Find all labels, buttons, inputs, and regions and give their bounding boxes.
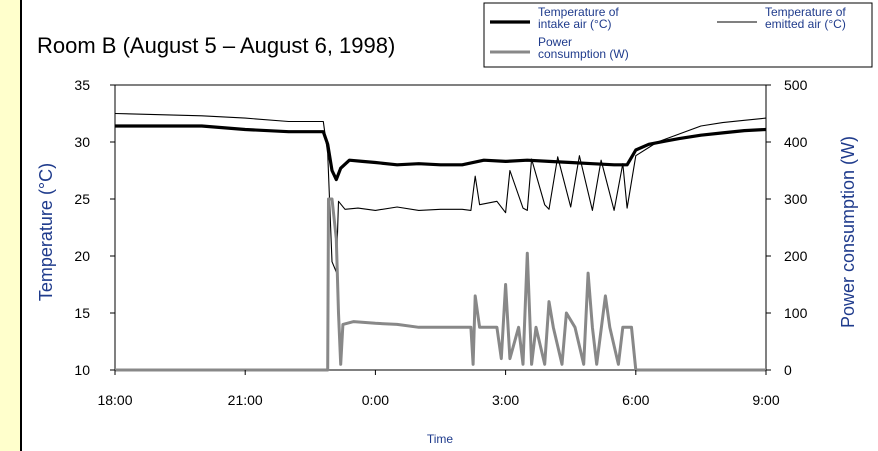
legend-label: Temperature of emitted air (°C) bbox=[765, 5, 846, 31]
y-left-tick-label: 10 bbox=[74, 362, 90, 378]
x-tick-label: 18:00 bbox=[97, 392, 132, 408]
legend-label: Power consumption (W) bbox=[538, 35, 629, 61]
y-left-tick-label: 25 bbox=[74, 191, 90, 207]
chart-area: Room B (August 5 – August 6, 1998) Tempe… bbox=[22, 0, 878, 451]
y-right-tick-label: 100 bbox=[784, 305, 808, 321]
x-axis-title: Time bbox=[427, 432, 454, 446]
chart-svg: Room B (August 5 – August 6, 1998) Tempe… bbox=[36, 2, 873, 446]
left-border bbox=[20, 0, 22, 451]
y-right-tick-label: 400 bbox=[784, 134, 808, 150]
plot-area bbox=[114, 84, 767, 371]
series-layer bbox=[114, 112, 767, 372]
series-line-2 bbox=[114, 112, 767, 273]
chart-title: Room B (August 5 – August 6, 1998) bbox=[37, 33, 395, 58]
series-line-3 bbox=[115, 197, 766, 372]
legend-label: Temperature of intake air (°C) bbox=[538, 5, 619, 31]
x-tick-label: 0:00 bbox=[362, 392, 389, 408]
y-left-tick-label: 20 bbox=[74, 248, 90, 264]
y-axis-right-title: Power consumption (W) bbox=[838, 136, 858, 328]
legend: Temperature of intake air (°C) Temperature… bbox=[490, 5, 846, 61]
y-right-tick-label: 0 bbox=[784, 362, 792, 378]
y-right-tick-label: 300 bbox=[784, 191, 808, 207]
x-tick-label: 9:00 bbox=[752, 392, 779, 408]
y-left-tick-label: 15 bbox=[74, 305, 90, 321]
x-tick-label: 3:00 bbox=[492, 392, 519, 408]
x-tick-label: 21:00 bbox=[228, 392, 263, 408]
legend-box bbox=[483, 2, 873, 68]
x-tick-label: 6:00 bbox=[622, 392, 649, 408]
y-axis-left-title: Temperature (°C) bbox=[36, 163, 56, 301]
y-right-tick-label: 500 bbox=[784, 77, 808, 93]
y-right-tick-label: 200 bbox=[784, 248, 808, 264]
y-left-tick-label: 30 bbox=[74, 134, 90, 150]
y-left-tick-label: 35 bbox=[74, 77, 90, 93]
axis-layer: 18:00 21:00 0:00 3:00 6:00 9:00 10 15 20 25 30 35 0 1… bbox=[74, 77, 807, 408]
